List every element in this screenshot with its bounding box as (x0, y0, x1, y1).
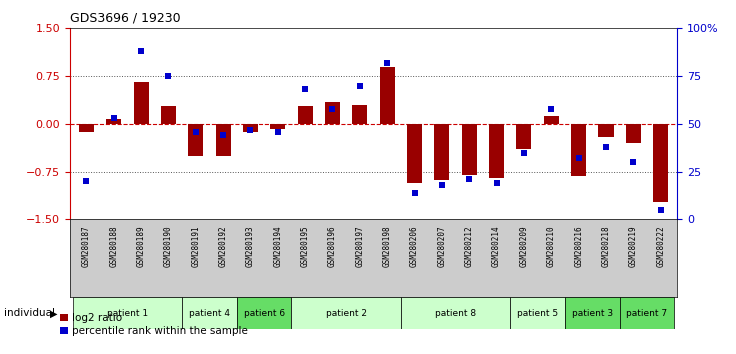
Bar (517, 124, 531, 149)
Text: GSM280197: GSM280197 (355, 226, 364, 267)
Text: GSM280187: GSM280187 (82, 226, 91, 267)
Bar (401, 297, 510, 329)
Text: GSM280219: GSM280219 (629, 226, 638, 267)
Point (80, 178, 92, 184)
Point (655, 207, 667, 213)
Bar (325, 102, 340, 124)
Text: GSM280196: GSM280196 (328, 226, 337, 267)
Bar (188, 124, 203, 156)
Point (354, 83, 366, 88)
Bar (79, 124, 94, 132)
Text: GSM280191: GSM280191 (191, 226, 200, 267)
Bar (353, 105, 367, 124)
Text: GSM280189: GSM280189 (137, 226, 146, 267)
Bar (161, 106, 176, 124)
Point (628, 159, 640, 165)
Text: GSM280190: GSM280190 (164, 226, 173, 267)
Bar (489, 124, 504, 178)
Text: GSM280194: GSM280194 (273, 226, 283, 267)
Text: patient 5: patient 5 (517, 309, 558, 318)
Bar (106, 119, 121, 124)
Text: GSM280216: GSM280216 (574, 226, 583, 267)
Bar (461, 124, 477, 175)
Text: patient 2: patient 2 (325, 309, 367, 318)
Point (300, 87, 311, 92)
Bar (620, 297, 674, 329)
Text: GSM280193: GSM280193 (246, 226, 255, 267)
Text: GSM280195: GSM280195 (300, 226, 310, 267)
Point (464, 177, 475, 182)
Point (135, 48, 147, 54)
Text: patient 6: patient 6 (244, 309, 285, 318)
Bar (626, 124, 641, 143)
Point (491, 180, 503, 186)
Legend: log2 ratio, percentile rank within the sample: log2 ratio, percentile rank within the s… (60, 313, 248, 336)
Bar (434, 124, 450, 180)
Bar (270, 124, 286, 129)
Text: patient 1: patient 1 (107, 309, 148, 318)
Point (573, 155, 584, 161)
Point (545, 106, 557, 112)
Text: GSM280206: GSM280206 (410, 226, 419, 267)
Point (436, 182, 447, 188)
Point (408, 190, 420, 195)
Bar (565, 297, 620, 329)
Text: patient 4: patient 4 (189, 309, 230, 318)
Text: GSM280222: GSM280222 (657, 226, 665, 267)
Text: patient 3: patient 3 (572, 309, 613, 318)
Point (163, 73, 174, 79)
Point (327, 106, 339, 112)
Bar (237, 297, 291, 329)
Point (107, 115, 119, 121)
Text: GSM280214: GSM280214 (492, 226, 501, 267)
Point (190, 129, 202, 135)
Bar (407, 124, 422, 183)
Bar (297, 106, 313, 124)
Point (600, 144, 612, 150)
Bar (243, 124, 258, 132)
Bar (291, 297, 401, 329)
Text: GSM280188: GSM280188 (109, 226, 118, 267)
Text: GSM280210: GSM280210 (547, 226, 556, 267)
Text: individual: individual (4, 308, 54, 318)
Text: GSM280209: GSM280209 (520, 226, 528, 267)
Point (244, 127, 256, 132)
Bar (544, 116, 559, 124)
Point (217, 132, 229, 138)
Text: GSM280192: GSM280192 (219, 226, 227, 267)
Bar (571, 124, 586, 176)
Bar (380, 67, 394, 124)
Bar (653, 124, 668, 202)
Text: patient 7: patient 7 (626, 309, 668, 318)
Bar (133, 82, 149, 124)
Text: patient 8: patient 8 (435, 309, 476, 318)
Text: GSM280207: GSM280207 (437, 226, 447, 267)
Point (518, 150, 530, 155)
Point (381, 60, 393, 65)
Bar (216, 124, 230, 156)
Text: GSM280212: GSM280212 (464, 226, 474, 267)
Text: ▶: ▶ (50, 308, 57, 318)
Bar (182, 297, 237, 329)
Bar (598, 124, 614, 137)
Point (272, 129, 283, 135)
Text: GSM280218: GSM280218 (601, 226, 610, 267)
Text: GDS3696 / 19230: GDS3696 / 19230 (70, 12, 180, 25)
Bar (510, 297, 565, 329)
Bar (73, 297, 182, 329)
Text: GSM280198: GSM280198 (383, 226, 392, 267)
